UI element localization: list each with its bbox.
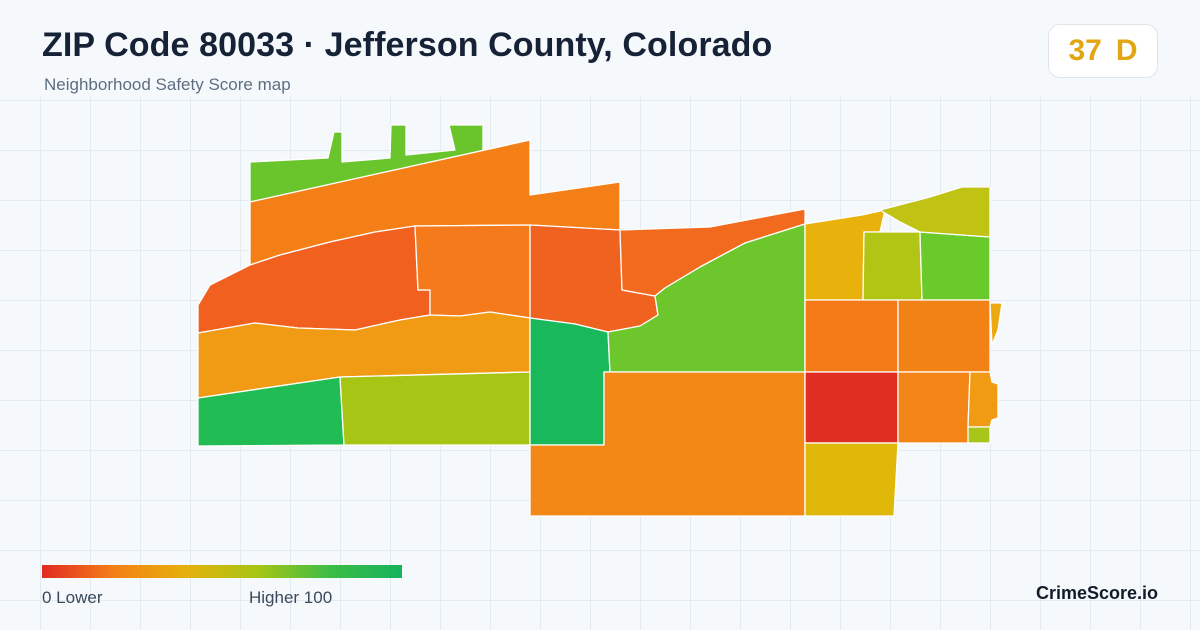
safety-score-badge: 37 D (1048, 24, 1158, 78)
header-band (0, 0, 1200, 96)
legend-gradient-bar (42, 565, 402, 578)
legend-max-label: Higher 100 (249, 588, 333, 607)
page-title: ZIP Code 80033 · Jefferson County, Color… (42, 26, 773, 64)
map-region[interactable] (862, 231, 923, 301)
map-region[interactable] (804, 371, 899, 444)
map-region[interactable] (804, 299, 899, 373)
map-region[interactable] (339, 371, 531, 446)
map-region[interactable] (879, 186, 991, 238)
map-region[interactable] (804, 442, 899, 517)
page-subtitle: Neighborhood Safety Score map (44, 75, 291, 94)
map-region[interactable] (967, 426, 991, 444)
map-region[interactable] (529, 317, 611, 446)
map-region[interactable] (897, 299, 991, 373)
safety-score-value: 37 (1068, 34, 1102, 67)
safety-score-grade: D (1115, 34, 1138, 67)
map-region[interactable] (989, 302, 1003, 346)
legend-min-label: 0 Lower (42, 588, 103, 607)
map-region[interactable] (967, 371, 999, 428)
map-region[interactable] (414, 224, 531, 319)
map-region[interactable] (919, 231, 991, 301)
brand-logo-text[interactable]: CrimeScore.io (1035, 583, 1158, 603)
